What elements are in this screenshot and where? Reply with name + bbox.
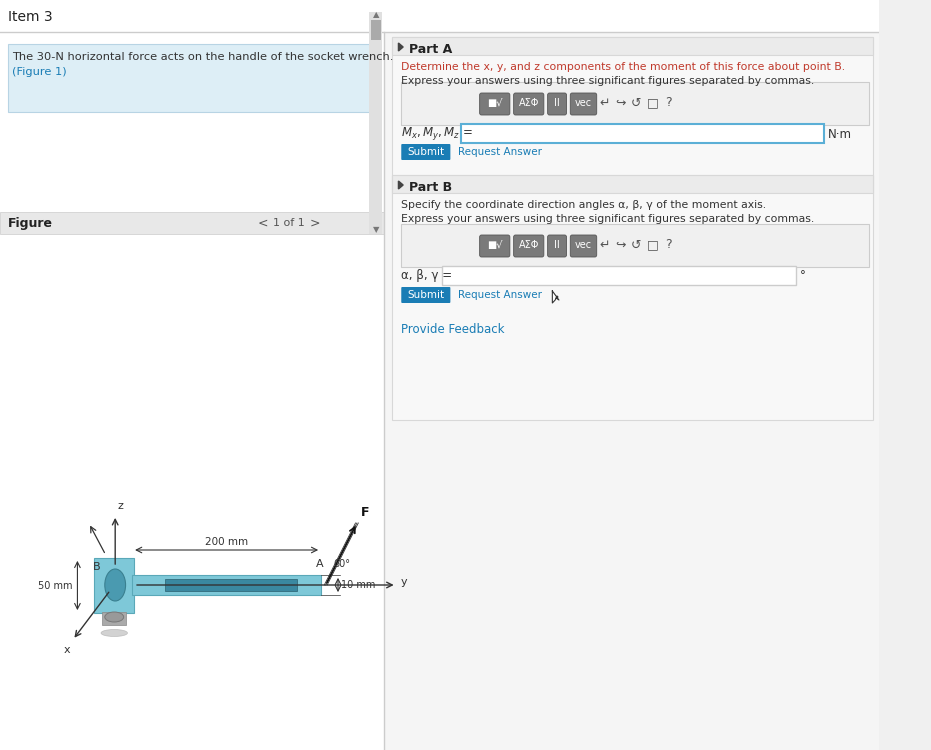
Text: <: <	[257, 217, 268, 229]
Text: ↪: ↪	[615, 238, 626, 251]
FancyBboxPatch shape	[401, 287, 451, 303]
Text: □: □	[646, 238, 658, 251]
FancyBboxPatch shape	[0, 212, 385, 234]
FancyBboxPatch shape	[392, 37, 873, 55]
Text: N·m: N·m	[828, 128, 852, 140]
Text: II: II	[554, 240, 560, 250]
Text: α, β, γ =: α, β, γ =	[401, 269, 452, 283]
Text: Provide Feedback: Provide Feedback	[401, 323, 505, 336]
Text: B: B	[92, 562, 101, 572]
FancyBboxPatch shape	[401, 224, 869, 267]
FancyBboxPatch shape	[401, 82, 869, 125]
Text: x: x	[63, 645, 70, 655]
FancyBboxPatch shape	[514, 93, 544, 115]
Text: °: °	[800, 269, 805, 283]
Text: ?: ?	[665, 238, 672, 251]
FancyBboxPatch shape	[547, 235, 566, 257]
Text: z: z	[117, 501, 123, 511]
Text: Submit: Submit	[407, 147, 444, 157]
Text: 60°: 60°	[333, 559, 350, 569]
FancyBboxPatch shape	[370, 12, 383, 234]
FancyBboxPatch shape	[94, 558, 134, 613]
Text: Request Answer: Request Answer	[458, 147, 542, 157]
Text: □: □	[646, 97, 658, 109]
Text: $M_x, M_y, M_z$ =: $M_x, M_y, M_z$ =	[401, 125, 473, 142]
FancyBboxPatch shape	[547, 93, 566, 115]
Text: Determine the x, y, and z components of the moment of this force about point B.: Determine the x, y, and z components of …	[401, 62, 845, 72]
Text: 1 of 1: 1 of 1	[273, 218, 304, 228]
Text: Express your answers using three significant figures separated by commas.: Express your answers using three signifi…	[401, 214, 815, 224]
Text: y: y	[400, 577, 407, 587]
Text: 50 mm: 50 mm	[38, 581, 73, 591]
FancyBboxPatch shape	[442, 266, 796, 285]
Text: Express your answers using three significant figures separated by commas.: Express your answers using three signifi…	[401, 76, 815, 86]
FancyBboxPatch shape	[0, 0, 879, 32]
Text: AΣΦ: AΣΦ	[519, 98, 539, 108]
Text: II: II	[554, 98, 560, 108]
Text: Part B: Part B	[409, 181, 452, 194]
Ellipse shape	[105, 612, 124, 622]
Text: ?: ?	[665, 97, 672, 109]
Text: (Figure 1): (Figure 1)	[12, 67, 67, 77]
Ellipse shape	[101, 629, 128, 637]
FancyBboxPatch shape	[0, 32, 385, 750]
FancyBboxPatch shape	[479, 93, 510, 115]
Text: ▲: ▲	[372, 10, 379, 20]
Text: vec: vec	[575, 98, 592, 108]
Text: ↵: ↵	[599, 238, 610, 251]
FancyBboxPatch shape	[571, 235, 597, 257]
Text: ↺: ↺	[631, 97, 641, 109]
Text: F: F	[360, 506, 370, 519]
FancyBboxPatch shape	[7, 44, 376, 112]
Text: AΣΦ: AΣΦ	[519, 240, 539, 250]
Text: ■√: ■√	[487, 240, 503, 250]
Polygon shape	[398, 181, 403, 189]
Text: ↪: ↪	[615, 97, 626, 109]
FancyBboxPatch shape	[102, 612, 126, 625]
Polygon shape	[398, 43, 403, 51]
Text: Item 3: Item 3	[7, 10, 52, 24]
FancyBboxPatch shape	[392, 175, 873, 193]
FancyBboxPatch shape	[392, 175, 873, 420]
Text: Part A: Part A	[409, 43, 452, 56]
FancyBboxPatch shape	[0, 0, 879, 750]
FancyBboxPatch shape	[571, 93, 597, 115]
Text: 10 mm: 10 mm	[341, 580, 375, 590]
Text: A: A	[317, 559, 324, 569]
Text: ↵: ↵	[599, 97, 610, 109]
Text: Submit: Submit	[407, 290, 444, 300]
Text: Figure: Figure	[7, 217, 52, 229]
FancyBboxPatch shape	[165, 579, 297, 591]
FancyBboxPatch shape	[385, 32, 879, 750]
Text: ▼: ▼	[372, 226, 379, 235]
Text: Request Answer: Request Answer	[458, 290, 542, 300]
FancyBboxPatch shape	[401, 144, 451, 160]
Text: 200 mm: 200 mm	[205, 537, 249, 547]
FancyBboxPatch shape	[514, 235, 544, 257]
FancyBboxPatch shape	[392, 37, 873, 220]
FancyBboxPatch shape	[0, 0, 879, 750]
Text: Specify the coordinate direction angles α, β, γ of the moment axis.: Specify the coordinate direction angles …	[401, 200, 766, 210]
FancyBboxPatch shape	[479, 235, 510, 257]
Polygon shape	[552, 291, 559, 303]
FancyBboxPatch shape	[132, 575, 321, 595]
FancyBboxPatch shape	[371, 20, 381, 40]
FancyBboxPatch shape	[0, 220, 385, 750]
Text: ■√: ■√	[487, 98, 503, 108]
Text: vec: vec	[575, 240, 592, 250]
Text: The 30-N horizontal force acts on the handle of the socket wrench.: The 30-N horizontal force acts on the ha…	[12, 52, 394, 62]
Text: >: >	[310, 217, 320, 229]
Text: ↺: ↺	[631, 238, 641, 251]
FancyBboxPatch shape	[461, 124, 824, 143]
Ellipse shape	[105, 569, 126, 601]
